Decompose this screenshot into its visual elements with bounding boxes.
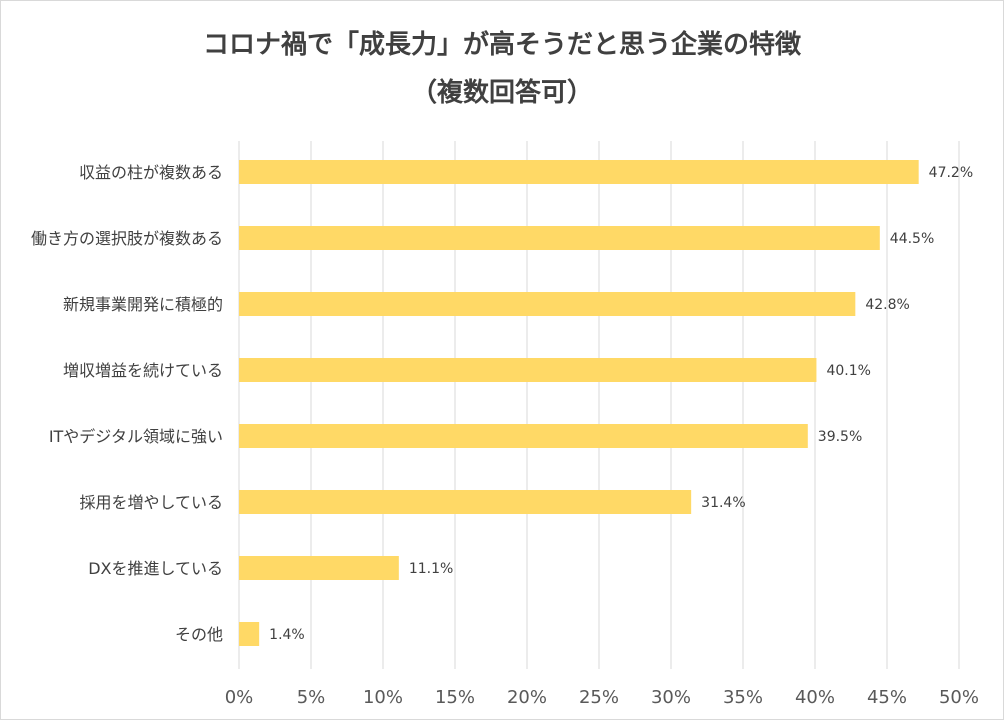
data-label: 39.5% [818, 429, 862, 445]
bar [239, 424, 808, 448]
data-label: 47.2% [929, 165, 973, 181]
x-tick-label: 5% [297, 687, 326, 708]
bar [239, 160, 919, 184]
category-label: その他 [175, 625, 223, 644]
category-label: 働き方の選択肢が複数ある [31, 229, 223, 248]
data-label: 1.4% [269, 627, 305, 643]
data-label: 42.8% [865, 297, 909, 313]
bar [239, 556, 399, 580]
x-tick-label: 30% [651, 687, 691, 708]
category-label: 採用を増やしている [79, 493, 223, 512]
category-labels: 収益の柱が複数ある働き方の選択肢が複数ある新規事業開発に積極的増収増益を続けてい… [31, 163, 223, 644]
data-label: 31.4% [701, 495, 745, 511]
x-tick-label: 40% [795, 687, 835, 708]
x-tick-label: 25% [579, 687, 619, 708]
bar [239, 490, 692, 514]
category-label: ITやデジタル領域に強い [49, 427, 223, 446]
bar [239, 622, 260, 646]
x-tick-label: 10% [363, 687, 403, 708]
gridlines [238, 141, 960, 669]
bar [239, 226, 880, 250]
chart-subtitle: （複数回答可） [411, 77, 593, 108]
x-tick-label: 0% [225, 687, 254, 708]
category-label: DXを推進している [88, 559, 223, 578]
chart-title: コロナ禍で「成長力」が高そうだと思う企業の特徴 [203, 29, 802, 60]
category-label: 増収増益を続けている [63, 361, 223, 380]
bar [239, 292, 856, 316]
category-label: 収益の柱が複数ある [79, 163, 223, 182]
x-tick-label: 20% [507, 687, 547, 708]
bar [239, 358, 817, 382]
data-label: 11.1% [409, 561, 453, 577]
x-axis-tick-labels: 0% 5% 10% 15% 20% 25% 30% 35% 40% 45% 50% [225, 687, 979, 708]
data-label: 40.1% [826, 363, 870, 379]
bars [239, 160, 919, 646]
x-tick-label: 35% [723, 687, 763, 708]
x-tick-label: 15% [435, 687, 475, 708]
x-tick-label: 45% [867, 687, 907, 708]
category-label: 新規事業開発に積極的 [63, 295, 223, 314]
x-tick-label: 50% [939, 687, 979, 708]
data-labels: 47.2% 44.5% 42.8% 40.1% 39.5% 31.4% 11.1% 1.4% [269, 165, 973, 643]
data-label: 44.5% [890, 231, 934, 247]
